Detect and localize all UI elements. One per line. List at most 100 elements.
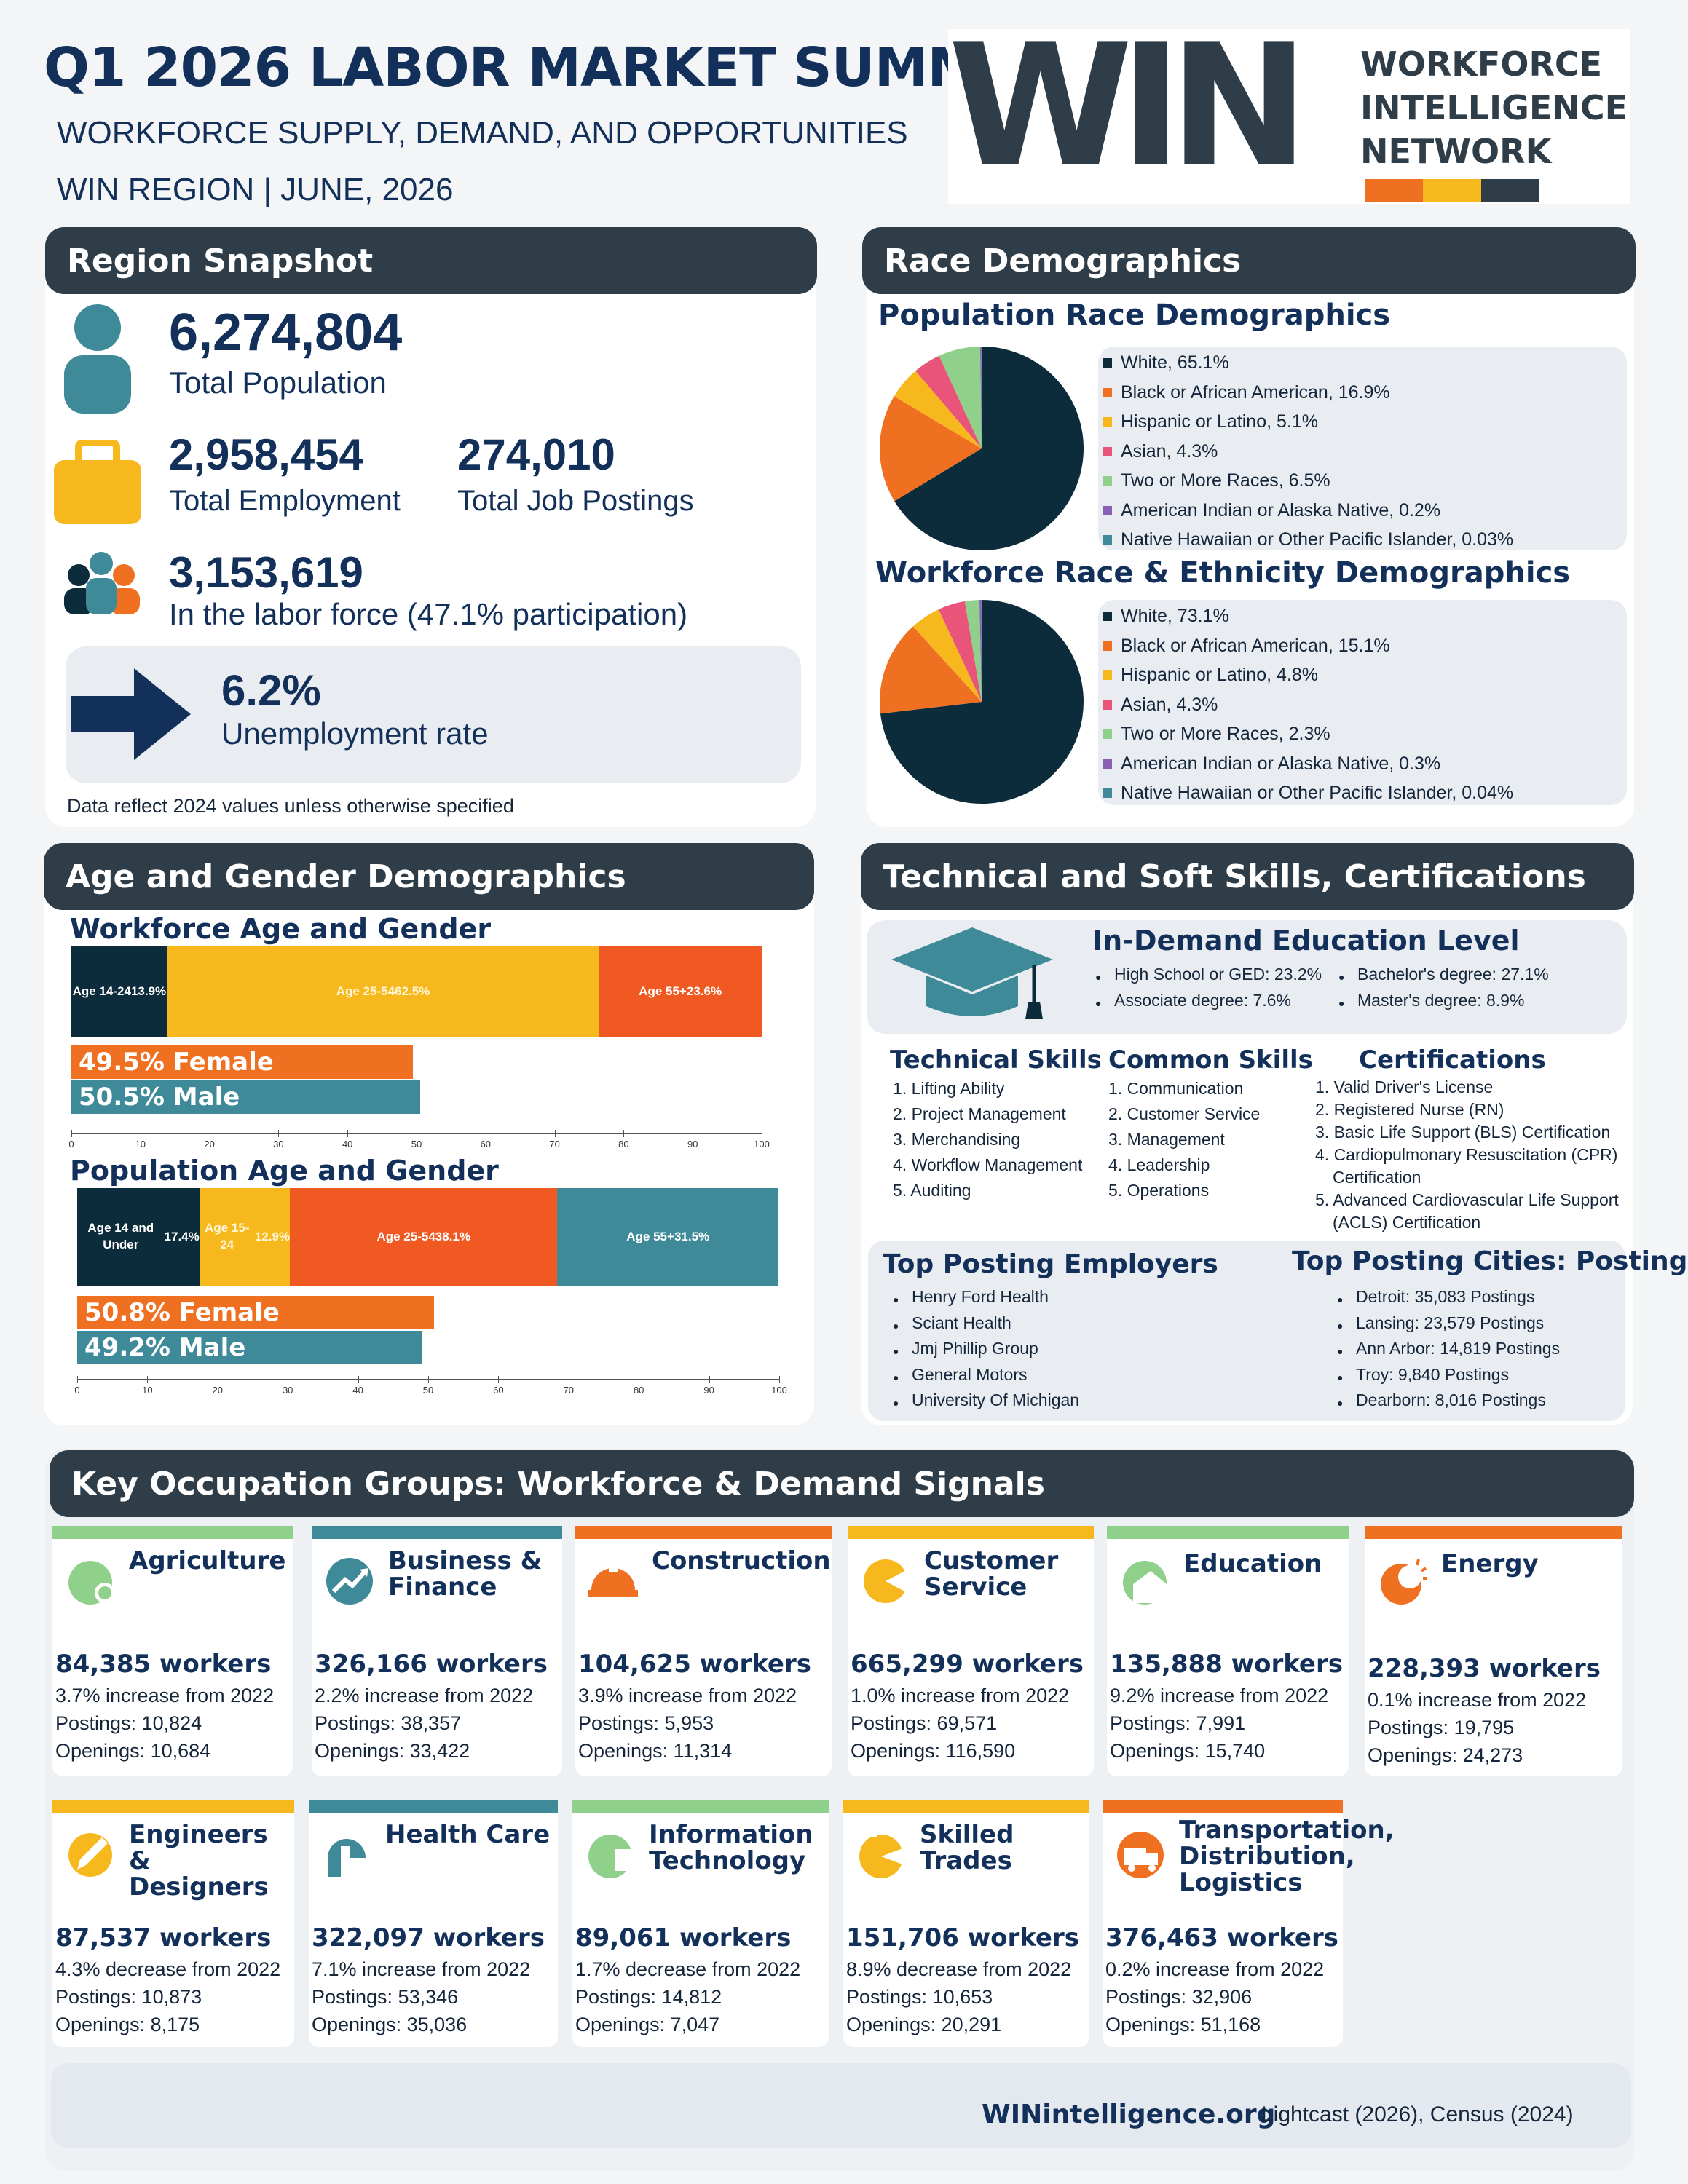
education-list-left: High School or GED: 23.2% Associate degr… xyxy=(1092,961,1322,1016)
legend-swatch xyxy=(1103,535,1112,545)
x-axis-tick xyxy=(278,1130,280,1137)
occupation-title: Business & Finance xyxy=(388,1546,543,1602)
occupation-postings: Postings: 10,824 xyxy=(55,1712,202,1734)
graduation-cap-icon xyxy=(888,925,1056,1026)
skilled-trades-icon xyxy=(855,1829,907,1881)
city-item: Ann Arbor: 14,819 Postings xyxy=(1334,1336,1560,1364)
x-axis-tick-label: 0 xyxy=(74,1385,80,1396)
top-employers-title: Top Posting Employers xyxy=(883,1249,1218,1279)
legend-item: Asian, 4.3% xyxy=(1103,441,1218,462)
legend-swatch xyxy=(1103,759,1112,769)
legend-label: Native Hawaiian or Other Pacific Islande… xyxy=(1121,783,1514,803)
occupation-card: Customer Service 665,299 workers 1.0% incr… xyxy=(848,1526,1094,1776)
certification-item: 5. Advanced Cardiovascular Life Support xyxy=(1315,1190,1619,1209)
legend-label: Black or African American, 15.1% xyxy=(1121,635,1390,656)
occupation-title: Customer Service xyxy=(924,1546,1059,1602)
occupation-change: 1.7% decrease from 2022 xyxy=(575,1958,801,1980)
male-bar: 50.5% Male xyxy=(71,1080,420,1114)
occupations-header: Key Occupation Groups: Workforce & Deman… xyxy=(50,1450,1634,1517)
age-bar-value: 62.5% xyxy=(395,984,430,998)
x-axis-tick xyxy=(358,1376,359,1383)
legend-swatch xyxy=(1103,788,1112,798)
technical-skill-item: 5. Auditing xyxy=(893,1181,971,1200)
occupation-title: Engineers & Designers xyxy=(129,1820,269,1902)
common-skills-list: 1. Communication 2. Customer Service 3. … xyxy=(1108,1076,1260,1203)
occupation-accent-bar xyxy=(1103,1800,1343,1813)
job-postings-value: 274,010 xyxy=(457,430,615,479)
certifications-title: Certifications xyxy=(1359,1045,1546,1075)
occupation-card: Business & Finance 326,166 workers 2.2% in… xyxy=(312,1526,562,1776)
certification-item: 2. Registered Nurse (RN) xyxy=(1315,1100,1504,1119)
legend-label: Hispanic or Latino, 5.1% xyxy=(1121,411,1318,432)
occupation-openings: Openings: 33,422 xyxy=(315,1740,470,1762)
occupation-accent-bar xyxy=(572,1800,829,1813)
x-axis-tick-label: 0 xyxy=(68,1139,74,1150)
common-skill-item: 3. Management xyxy=(1108,1130,1225,1149)
occupation-accent-bar xyxy=(312,1526,562,1539)
occupation-workers: 322,097 workers xyxy=(312,1923,545,1952)
win-logo-text: WIN xyxy=(948,9,1309,204)
occupation-postings: Postings: 32,906 xyxy=(1105,1986,1253,2008)
occupation-card: Transportation, Distribution, Logistics 3… xyxy=(1103,1800,1395,2047)
x-axis-tick-label: 10 xyxy=(135,1139,146,1150)
arrow-right-icon xyxy=(71,668,191,760)
technical-skill-item: 2. Project Management xyxy=(893,1104,1066,1123)
city-item: Dearborn: 8,016 Postings xyxy=(1334,1388,1560,1416)
legend-item: White, 65.1% xyxy=(1103,352,1229,373)
legend-item: American Indian or Alaska Native, 0.3% xyxy=(1103,753,1440,775)
pie-slice xyxy=(880,396,982,502)
employer-item: Sciant Health xyxy=(890,1310,1079,1338)
x-axis-tick-label: 100 xyxy=(754,1139,770,1150)
common-skill-item: 4. Leadership xyxy=(1108,1155,1210,1174)
occupation-accent-bar xyxy=(309,1800,558,1813)
workforce-race-pie xyxy=(880,600,1084,804)
education-icon xyxy=(1119,1555,1171,1607)
x-axis-tick xyxy=(77,1376,78,1383)
certification-item: 3. Basic Life Support (BLS) Certificatio… xyxy=(1315,1123,1611,1142)
certification-item: 1. Valid Driver's License xyxy=(1315,1077,1494,1096)
occupation-workers: 326,166 workers xyxy=(315,1650,548,1679)
occupation-change: 2.2% increase from 2022 xyxy=(315,1685,534,1706)
occupation-workers: 151,706 workers xyxy=(846,1923,1079,1952)
age-bar-label: Age 15-24 xyxy=(205,1221,250,1251)
pie-slice xyxy=(880,600,1084,804)
logo-line-workforce: WORKFORCE xyxy=(1360,44,1603,84)
unemployment-label: Unemployment rate xyxy=(221,716,489,751)
x-axis-tick-label: 50 xyxy=(411,1139,422,1150)
common-skills-title: Common Skills xyxy=(1108,1045,1313,1075)
age-bar-segment: Age 55+ 23.6% xyxy=(599,946,762,1037)
business-finance-icon xyxy=(323,1555,376,1607)
legend-item: Hispanic or Latino, 4.8% xyxy=(1103,665,1318,686)
x-axis-tick-label: 70 xyxy=(563,1385,575,1396)
technical-skill-item: 4. Workflow Management xyxy=(893,1155,1083,1174)
population-label: Total Population xyxy=(169,365,387,400)
footer-website[interactable]: WINintelligence.org xyxy=(982,2100,1276,2129)
legend-item: Native Hawaiian or Other Pacific Islande… xyxy=(1103,783,1513,804)
legend-swatch xyxy=(1103,417,1112,427)
employer-item: Jmj Phillip Group xyxy=(890,1336,1079,1364)
occupation-openings: Openings: 35,036 xyxy=(312,2014,468,2035)
occupation-change: 8.9% decrease from 2022 xyxy=(846,1958,1072,1980)
technical-skills-list: 1. Lifting Ability 2. Project Management… xyxy=(893,1076,1082,1203)
occupation-workers: 87,537 workers xyxy=(55,1923,272,1952)
legend-item: Asian, 4.3% xyxy=(1103,695,1218,716)
occupation-change: 4.3% decrease from 2022 xyxy=(55,1958,281,1980)
occupation-openings: Openings: 10,684 xyxy=(55,1740,211,1762)
occupation-openings: Openings: 116,590 xyxy=(851,1740,1016,1762)
technical-skill-item: 1. Lifting Ability xyxy=(893,1079,1005,1098)
legend-swatch xyxy=(1103,700,1112,710)
x-axis-tick-label: 90 xyxy=(703,1385,714,1396)
age-gender-header: Age and Gender Demographics xyxy=(44,843,814,910)
legend-swatch xyxy=(1103,446,1112,456)
workforce-age-title: Workforce Age and Gender xyxy=(70,913,492,945)
legend-label: Asian, 4.3% xyxy=(1121,694,1218,715)
education-title: In-Demand Education Level xyxy=(1092,925,1520,957)
occupation-accent-bar xyxy=(52,1526,293,1539)
age-bar-segment: Age 15-24 12.9% xyxy=(199,1188,291,1286)
skills-header: Technical and Soft Skills, Certification… xyxy=(861,843,1634,910)
pie-slice xyxy=(979,600,982,702)
labor-force-value: 3,153,619 xyxy=(169,548,363,597)
occupation-postings: Postings: 14,812 xyxy=(575,1986,722,2008)
employer-item: Henry Ford Health xyxy=(890,1284,1079,1313)
age-bar-label: Age 25-54 xyxy=(376,1229,435,1243)
